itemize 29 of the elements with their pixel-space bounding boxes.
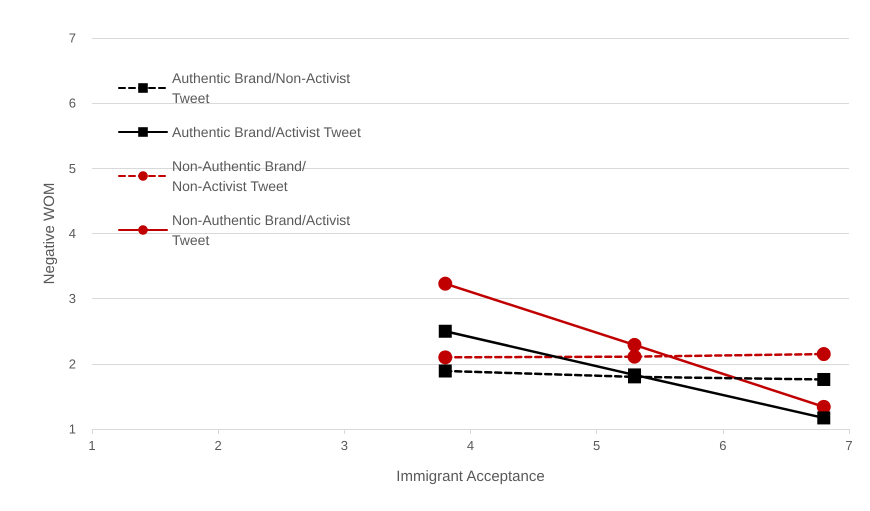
point (817, 372, 830, 386)
x-tick-label: 5 (593, 438, 600, 453)
legend-label: Non-Authentic Brand/Non-Activist Tweet (172, 158, 306, 194)
y-tick-label: 2 (68, 356, 76, 372)
legend-label: Non-Authentic Brand/Activist Tweet (172, 212, 354, 248)
x-tick-label: 7 (845, 438, 853, 453)
point (438, 364, 452, 378)
x-tick-label: 6 (719, 438, 726, 453)
y-tick-label: 1 (68, 422, 76, 436)
point (438, 276, 452, 291)
point (628, 338, 642, 352)
x-tick-label: 2 (214, 438, 222, 453)
x-tick-label: 3 (340, 438, 348, 453)
y-tick-label: 5 (68, 160, 76, 176)
point (817, 411, 830, 424)
x-tick-label: 1 (88, 438, 96, 453)
y-axis-title: Negative WOM (41, 182, 58, 284)
point (438, 324, 452, 338)
x-axis-title: Immigrant Acceptance (396, 468, 545, 485)
point (438, 350, 452, 364)
y-tick-label: 4 (68, 226, 76, 241)
legend-label: Authentic Brand/Activist Tweet (172, 124, 361, 140)
y-tick-label: 3 (68, 291, 76, 306)
y-tick-label: 6 (68, 96, 76, 111)
point (628, 350, 642, 364)
y-tick-label: 7 (68, 30, 76, 46)
point (816, 347, 831, 362)
legend-label: Authentic Brand/Non-Activist Tweet (172, 70, 354, 106)
x-tick-label: 4 (466, 438, 474, 453)
